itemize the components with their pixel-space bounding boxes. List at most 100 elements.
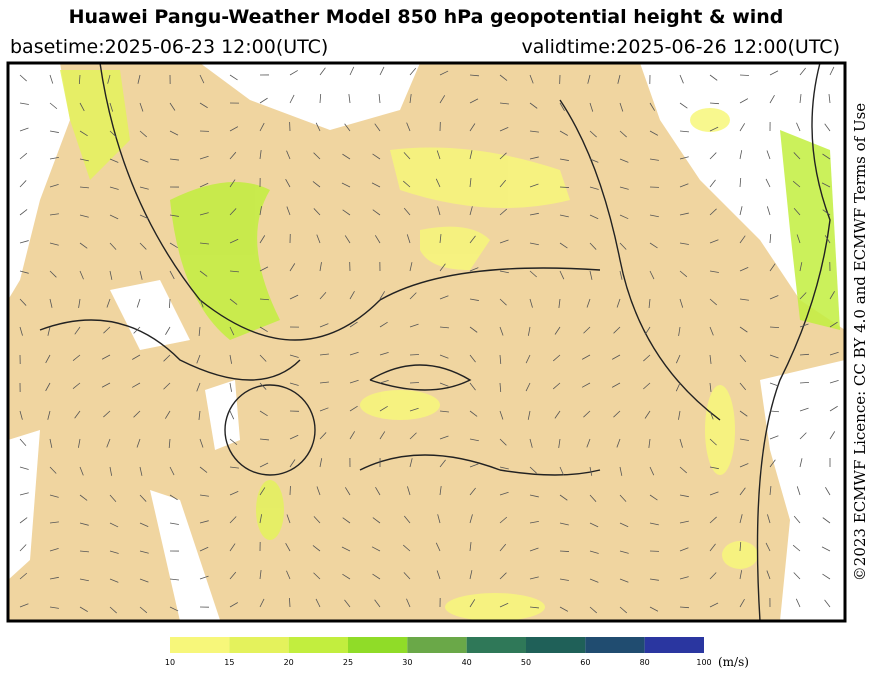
- wind-arrow: [829, 291, 835, 300]
- wind-arrow: [286, 514, 291, 524]
- wind-arrow: [409, 407, 419, 412]
- wind-arrow: [285, 542, 291, 552]
- wind-arrow: [79, 214, 89, 218]
- wind-arrow: [79, 102, 85, 112]
- colorbar-segment: [407, 637, 467, 653]
- wind-arrow: [229, 354, 233, 364]
- wind-arrow: [796, 122, 801, 132]
- wind-arrow: [469, 599, 476, 608]
- wind-arrow: [342, 573, 351, 580]
- wind-arrow: [259, 97, 268, 104]
- wind-patch: [256, 480, 284, 540]
- wind-arrow: [822, 517, 831, 524]
- wind-arrow: [739, 541, 742, 552]
- wind-arrow: [709, 382, 712, 392]
- wind-arrow: [525, 382, 531, 392]
- wind-arrow: [313, 516, 321, 524]
- wind-arrow: [559, 270, 565, 280]
- wind-arrow: [769, 233, 772, 244]
- wind-arrow: [709, 298, 718, 306]
- colorbar-segment: [585, 637, 645, 653]
- wind-arrow: [583, 410, 591, 418]
- wind-arrow: [372, 573, 381, 580]
- wind-arrow: [499, 410, 504, 420]
- wind-arrow: [169, 606, 179, 612]
- wind-arrow: [439, 326, 449, 329]
- wind-arrow: [349, 431, 356, 440]
- wind-arrow: [793, 152, 801, 160]
- wind-arrow: [799, 94, 802, 104]
- wind-arrow: [289, 294, 299, 300]
- wind-arrow: [769, 435, 779, 440]
- wind-arrow: [709, 102, 720, 105]
- wind-arrow: [289, 597, 291, 608]
- wind-arrow: [439, 486, 442, 496]
- wind-arrow: [709, 152, 717, 160]
- wind-arrow: [319, 381, 329, 384]
- wind-arrow: [469, 438, 479, 442]
- wind-arrow: [285, 178, 291, 188]
- wind-arrow: [349, 379, 359, 384]
- wind-arrow: [709, 326, 714, 336]
- wind-arrow: [379, 405, 388, 412]
- wind-arrow: [558, 438, 561, 448]
- wind-arrow: [793, 207, 801, 216]
- wind-arrow: [106, 438, 111, 448]
- wind-arrow: [229, 410, 235, 420]
- wind-arrow: [79, 270, 84, 280]
- wind-arrow: [824, 123, 831, 132]
- contour: [99, 63, 601, 341]
- ocean: [760, 360, 845, 621]
- wind-arrow: [259, 462, 269, 468]
- wind-arrow: [139, 186, 149, 190]
- contour: [559, 99, 721, 421]
- wind-arrow: [403, 572, 411, 580]
- wind-arrow: [259, 410, 268, 417]
- wind-arrow: [469, 235, 476, 244]
- colorbar-tick-label: 25: [343, 658, 353, 667]
- wind-arrow: [229, 326, 235, 336]
- wind-arrow: [79, 242, 88, 249]
- wind-arrow: [499, 270, 509, 274]
- wind-arrow: [344, 123, 351, 132]
- wind-arrow: [19, 102, 29, 105]
- wind-arrow: [559, 130, 568, 136]
- wind-arrow: [739, 298, 749, 301]
- wind-arrow: [45, 354, 51, 364]
- wind-arrow: [19, 74, 27, 82]
- wind-arrow: [229, 491, 239, 496]
- wind-arrow: [199, 74, 205, 84]
- wind-arrow: [199, 438, 204, 448]
- colorbar-tick-label: 40: [462, 658, 472, 667]
- wind-arrow: [469, 382, 476, 391]
- wind-arrow: [49, 606, 59, 609]
- wind-arrow: [49, 130, 59, 133]
- wind-arrow: [259, 598, 265, 608]
- wind-arrow: [319, 67, 326, 76]
- wind-arrow: [499, 74, 508, 81]
- wind-arrow: [409, 458, 413, 468]
- wind-arrow: [529, 130, 539, 133]
- wind-arrow: [799, 67, 806, 76]
- wind-arrow: [799, 353, 810, 356]
- wind-arrow: [439, 295, 449, 300]
- wind-arrow: [289, 94, 295, 104]
- wind-arrow: [769, 95, 775, 104]
- wind-arrow: [709, 74, 718, 81]
- wind-arrow: [409, 67, 417, 76]
- wind-arrow: [165, 326, 171, 335]
- ocean: [8, 63, 70, 300]
- wind-arrow: [739, 177, 742, 188]
- wind-arrow: [49, 548, 59, 552]
- wind-arrow: [378, 94, 381, 104]
- wind-arrow: [619, 522, 629, 528]
- wind-arrow: [319, 323, 329, 328]
- wind-arrow: [796, 234, 801, 244]
- wind-patch: [390, 147, 570, 208]
- wind-arrow: [229, 543, 236, 552]
- wind-arrow: [344, 599, 351, 608]
- wind-arrow: [679, 547, 689, 552]
- wind-arrow: [529, 466, 537, 474]
- wind-arrow: [49, 298, 53, 308]
- wind-arrow: [286, 206, 291, 216]
